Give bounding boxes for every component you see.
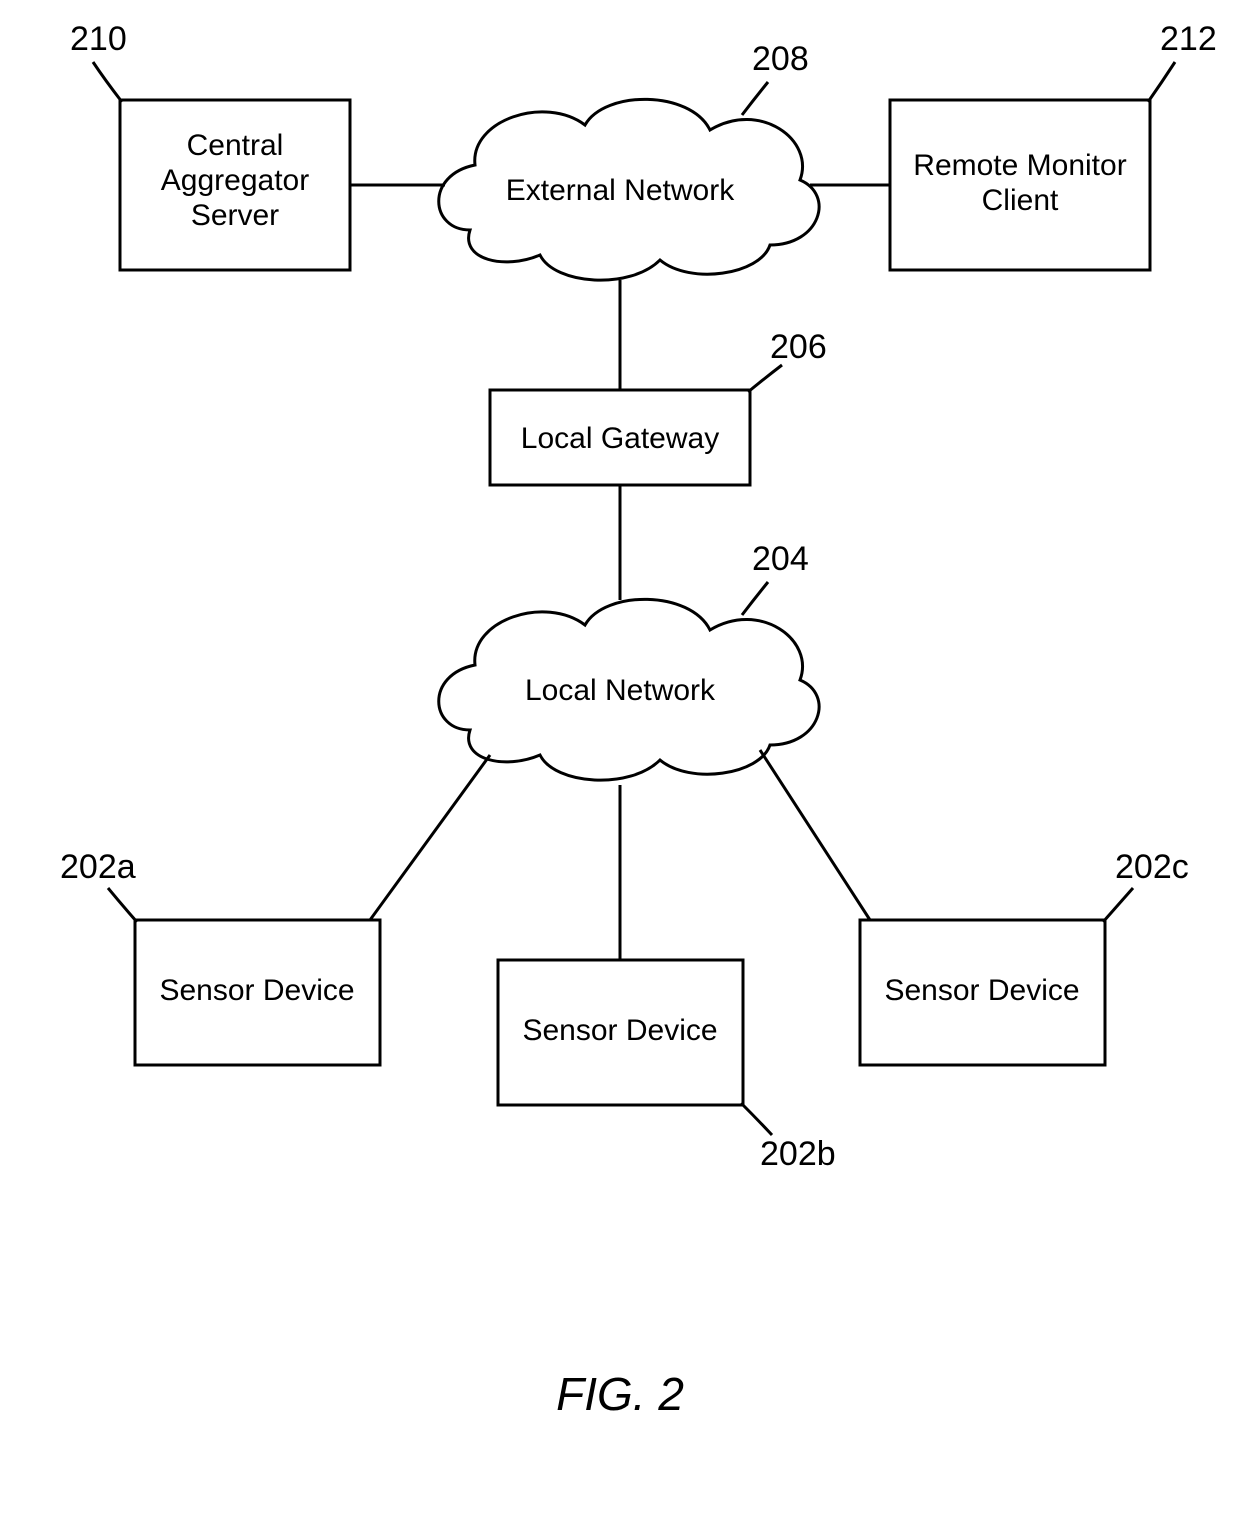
ref-202b: 202b: [760, 1135, 836, 1173]
external-network-cloud: External Network: [439, 99, 819, 280]
sensor-c-label: Sensor Device: [884, 974, 1079, 1007]
sensor-device-c-box: Sensor Device: [860, 920, 1105, 1065]
conn-localnet-to-sensor-c: [760, 750, 870, 920]
ref-202c: 202c: [1115, 848, 1189, 886]
ref-202a: 202a: [60, 848, 136, 886]
ref-206: 206: [770, 328, 827, 366]
conn-localnet-to-sensor-a: [370, 755, 490, 920]
remote-monitor-client-box: Remote Monitor Client: [890, 100, 1150, 270]
lead-212: [1148, 62, 1175, 102]
local-gateway-box: Local Gateway: [490, 390, 750, 485]
lead-210: [93, 62, 122, 102]
sensor-b-label: Sensor Device: [522, 1014, 717, 1047]
remote-monitor-label-1: Remote Monitor: [913, 149, 1126, 182]
ref-212: 212: [1160, 20, 1217, 58]
lead-206: [748, 365, 782, 392]
sensor-device-b-box: Sensor Device: [498, 960, 743, 1105]
remote-monitor-label-2: Client: [982, 184, 1059, 217]
central-aggregator-label-2: Aggregator: [161, 164, 309, 197]
ref-210: 210: [70, 20, 127, 58]
external-network-label: External Network: [506, 174, 735, 207]
lead-202b: [741, 1103, 772, 1135]
lead-202a: [108, 888, 137, 922]
lead-204: [742, 582, 768, 615]
central-aggregator-server-box: Central Aggregator Server: [120, 100, 350, 270]
local-gateway-label: Local Gateway: [521, 422, 719, 455]
ref-208: 208: [752, 40, 809, 78]
ref-204: 204: [752, 540, 809, 578]
local-network-label: Local Network: [525, 674, 716, 707]
central-aggregator-label-1: Central: [187, 129, 284, 162]
figure-label: FIG. 2: [556, 1368, 684, 1420]
lead-202c: [1103, 888, 1133, 922]
diagram-canvas: Central Aggregator Server Remote Monitor…: [0, 0, 1240, 1531]
lead-208: [742, 82, 768, 115]
sensor-device-a-box: Sensor Device: [135, 920, 380, 1065]
central-aggregator-label-3: Server: [191, 199, 279, 232]
sensor-a-label: Sensor Device: [159, 974, 354, 1007]
